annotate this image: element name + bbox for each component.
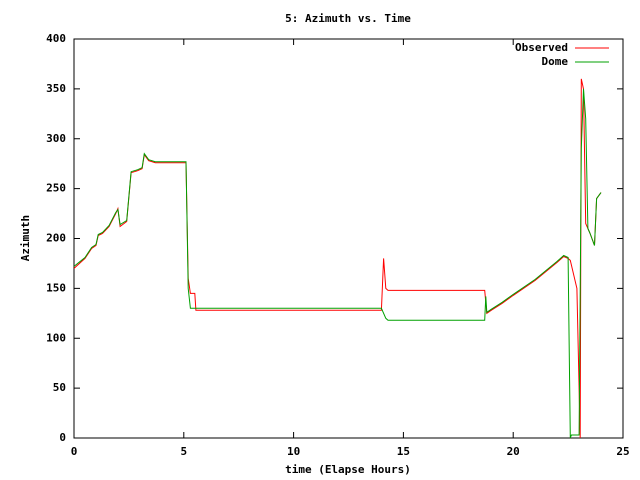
series-line (73, 78, 602, 439)
legend-label: Dome (542, 55, 569, 68)
x-tick-label: 15 (397, 445, 410, 458)
series-line (73, 88, 602, 439)
x-tick-label: 0 (71, 445, 78, 458)
y-tick-label: 350 (46, 82, 66, 95)
y-tick-label: 200 (46, 232, 66, 245)
y-tick-label: 100 (46, 331, 66, 344)
y-tick-label: 50 (53, 381, 66, 394)
y-tick-label: 0 (59, 431, 66, 444)
x-tick-label: 10 (287, 445, 300, 458)
y-axis-label: Azimuth (19, 215, 32, 261)
x-tick-label: 20 (507, 445, 520, 458)
y-tick-label: 150 (46, 281, 66, 294)
x-tick-label: 5 (180, 445, 187, 458)
y-tick-label: 400 (46, 32, 66, 45)
y-tick-label: 250 (46, 182, 66, 195)
y-tick-label: 300 (46, 132, 66, 145)
plot-frame (73, 38, 624, 439)
x-axis-label: time (Elapse Hours) (285, 463, 411, 476)
chart-title: 5: Azimuth vs. Time (285, 12, 411, 25)
x-tick-label: 25 (616, 445, 629, 458)
legend-label: Observed (515, 41, 568, 54)
